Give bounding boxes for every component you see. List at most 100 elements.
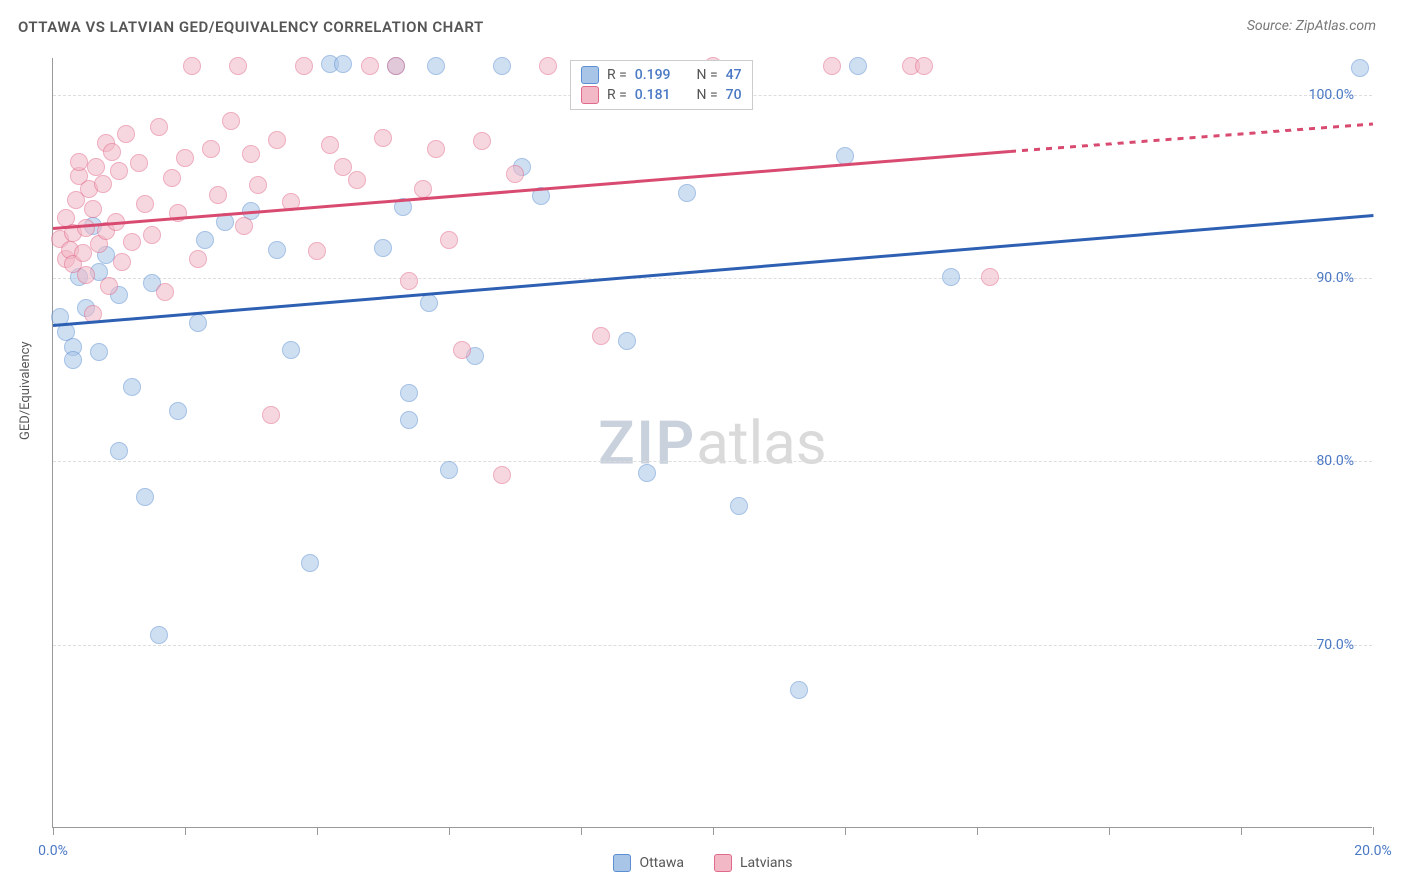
- x-tick: [977, 827, 978, 835]
- legend-series: Ottawa Latvians: [0, 854, 1406, 872]
- data-point: [334, 55, 352, 73]
- data-point: [70, 153, 88, 171]
- plot-area: ZIPatlas 70.0%80.0%90.0%100.0%0.0%20.0%: [52, 58, 1372, 828]
- correlation-chart: OTTAWA VS LATVIAN GED/EQUIVALENCY CORREL…: [0, 0, 1406, 892]
- chart-title: OTTAWA VS LATVIAN GED/EQUIVALENCY CORREL…: [18, 18, 484, 36]
- legend-swatch: [581, 66, 599, 84]
- data-point: [539, 57, 557, 75]
- data-point: [790, 681, 808, 699]
- data-point: [374, 129, 392, 147]
- y-tick-label: 70.0%: [1316, 637, 1354, 653]
- data-point: [150, 118, 168, 136]
- data-point: [249, 176, 267, 194]
- x-tick: [581, 827, 582, 835]
- data-point: [823, 57, 841, 75]
- data-point: [981, 268, 999, 286]
- data-point: [453, 341, 471, 359]
- trend-line: [1010, 122, 1373, 152]
- chart-source: Source: ZipAtlas.com: [1247, 18, 1376, 34]
- data-point: [123, 233, 141, 251]
- data-point: [163, 169, 181, 187]
- data-point: [156, 283, 174, 301]
- data-point: [189, 314, 207, 332]
- data-point: [117, 125, 135, 143]
- data-point: [222, 112, 240, 130]
- watermark-part2: atlas: [696, 407, 826, 478]
- data-point: [77, 266, 95, 284]
- x-tick: [1109, 827, 1110, 835]
- data-point: [592, 327, 610, 345]
- legend-swatch: [581, 86, 599, 104]
- data-point: [849, 57, 867, 75]
- x-tick: [449, 827, 450, 835]
- legend-series-label: Latvians: [740, 855, 793, 871]
- x-tick: [317, 827, 318, 835]
- legend-n-value: 47: [726, 67, 742, 83]
- data-point: [136, 488, 154, 506]
- data-point: [113, 253, 131, 271]
- data-point: [87, 158, 105, 176]
- data-point: [262, 406, 280, 424]
- data-point: [400, 272, 418, 290]
- data-point: [301, 554, 319, 572]
- data-point: [169, 402, 187, 420]
- data-point: [730, 497, 748, 515]
- x-tick: [1241, 827, 1242, 835]
- data-point: [123, 378, 141, 396]
- data-point: [400, 411, 418, 429]
- data-point: [130, 154, 148, 172]
- data-point: [295, 57, 313, 75]
- trend-line: [53, 150, 1010, 229]
- data-point: [110, 162, 128, 180]
- data-point: [506, 165, 524, 183]
- data-point: [321, 136, 339, 154]
- data-point: [143, 226, 161, 244]
- data-point: [176, 149, 194, 167]
- data-point: [348, 171, 366, 189]
- y-tick-label: 90.0%: [1316, 270, 1354, 286]
- legend-stats: R =0.199N =47 R = 0.181 N = 70: [570, 60, 753, 110]
- data-point: [235, 217, 253, 235]
- data-point: [427, 57, 445, 75]
- data-point: [103, 143, 121, 161]
- y-axis-label: GED/Equivalency: [18, 341, 33, 440]
- data-point: [638, 464, 656, 482]
- data-point: [136, 195, 154, 213]
- data-point: [229, 57, 247, 75]
- data-point: [189, 250, 207, 268]
- legend-stat-row: R = 0.181 N = 70: [581, 85, 742, 105]
- data-point: [678, 184, 696, 202]
- data-point: [282, 341, 300, 359]
- data-point: [414, 180, 432, 198]
- data-point: [209, 186, 227, 204]
- data-point: [942, 268, 960, 286]
- data-point: [268, 131, 286, 149]
- y-tick-label: 80.0%: [1316, 453, 1354, 469]
- x-tick: [53, 827, 54, 835]
- data-point: [493, 466, 511, 484]
- data-point: [427, 140, 445, 158]
- data-point: [387, 57, 405, 75]
- data-point: [400, 384, 418, 402]
- legend-n-value: 70: [726, 87, 742, 103]
- legend-r-value: 0.199: [635, 67, 671, 83]
- legend-n-label: N =: [697, 87, 718, 103]
- legend-r-value: 0.181: [635, 87, 671, 103]
- legend-r-label: R =: [607, 87, 627, 103]
- legend-series-label: Ottawa: [639, 855, 684, 871]
- data-point: [242, 145, 260, 163]
- data-point: [196, 231, 214, 249]
- data-point: [915, 57, 933, 75]
- data-point: [74, 244, 92, 262]
- data-point: [110, 442, 128, 460]
- data-point: [90, 343, 108, 361]
- legend-stat-row: R =0.199N =47: [581, 65, 742, 85]
- legend-swatch: [714, 854, 732, 872]
- data-point: [473, 132, 491, 150]
- x-tick: [185, 827, 186, 835]
- data-point: [64, 351, 82, 369]
- legend-series-item: Ottawa: [613, 854, 684, 872]
- data-point: [94, 175, 112, 193]
- data-point: [183, 57, 201, 75]
- watermark: ZIPatlas: [598, 407, 827, 478]
